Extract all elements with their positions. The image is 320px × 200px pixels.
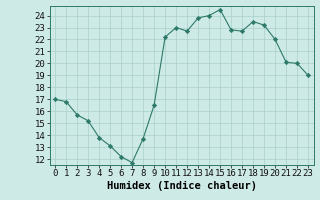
X-axis label: Humidex (Indice chaleur): Humidex (Indice chaleur) [107, 181, 257, 191]
